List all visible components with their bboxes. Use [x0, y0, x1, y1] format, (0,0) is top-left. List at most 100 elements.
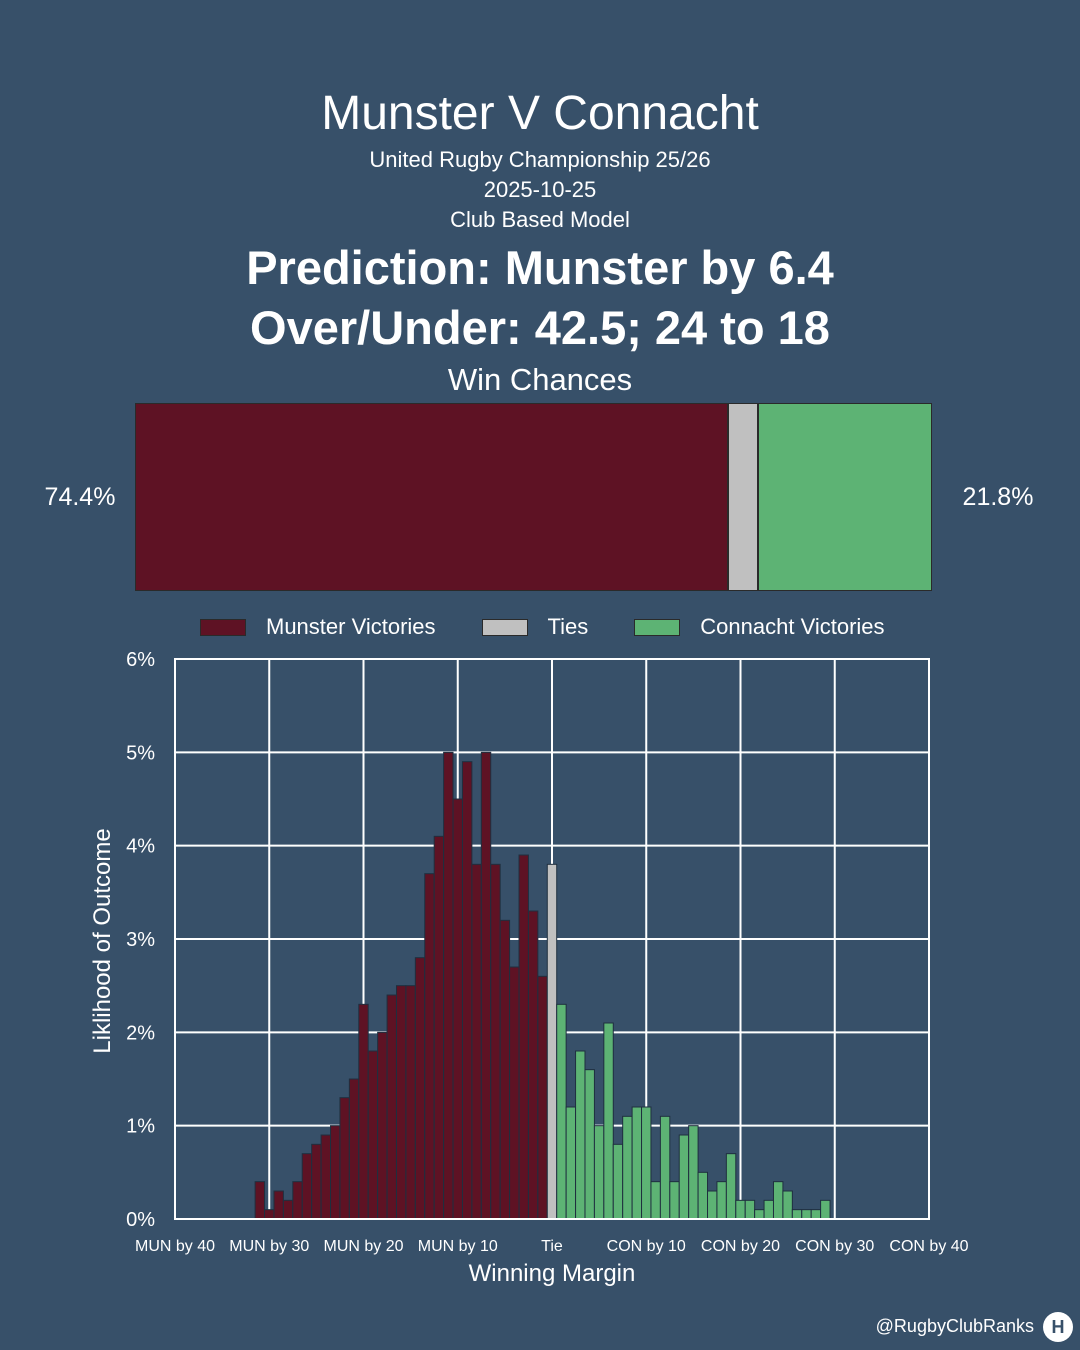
histogram-bar [603, 1022, 614, 1220]
histogram-bar [443, 751, 454, 1220]
win-chances-bar [135, 403, 932, 591]
histogram-bar [725, 1153, 737, 1220]
histogram-bar [358, 1003, 369, 1220]
histogram-bar [772, 1181, 784, 1220]
histogram-bar [575, 1050, 586, 1220]
prediction-text: Prediction: Munster by 6.4 [246, 241, 834, 294]
histogram-bar [641, 1106, 652, 1220]
histogram-bar [659, 1115, 671, 1220]
histogram-bar [669, 1181, 680, 1220]
histogram-bar [395, 985, 407, 1220]
x-tick-label: CON by 30 [795, 1238, 874, 1255]
histogram-bar [612, 1143, 624, 1220]
histogram-bar [405, 985, 416, 1220]
histogram-bar [348, 1078, 360, 1220]
histogram-bar [791, 1209, 803, 1220]
histogram-bar [782, 1190, 793, 1220]
histogram-bar [754, 1209, 765, 1220]
x-tick-label: MUN by 40 [135, 1238, 215, 1255]
y-tick-label: 0% [126, 1209, 155, 1231]
munster-win-percent: 74.4% [44, 483, 116, 511]
histogram-bar [697, 1171, 709, 1220]
histogram-bar [688, 1125, 699, 1220]
plot-frame [174, 658, 930, 1220]
histogram-bar [509, 966, 520, 1220]
legend-swatch-munster [200, 618, 246, 636]
legend-item-munster: Munster Victories [200, 614, 436, 640]
histogram-bar [810, 1209, 822, 1220]
legend-swatch-ties [481, 618, 528, 636]
histogram-bar [471, 863, 482, 1220]
histogram-bar [452, 798, 463, 1220]
over-under-text: Over/Under: 42.5; 24 to 18 [250, 301, 830, 354]
legend-swatch-connacht [634, 618, 681, 636]
histogram-bar [311, 1143, 322, 1220]
munster-win-segment [135, 403, 728, 591]
connacht-win-segment [758, 403, 932, 591]
histogram-bar [301, 1153, 313, 1220]
brand-logo-icon: H [1043, 1312, 1073, 1342]
histogram-bar [367, 1050, 379, 1220]
histogram-bar [264, 1209, 275, 1220]
histogram-bar [801, 1209, 812, 1220]
match-date: 2025-10-25 [483, 177, 597, 202]
y-tick-label: 4% [126, 836, 155, 858]
y-tick-label: 3% [126, 929, 155, 951]
histogram-bar [763, 1199, 774, 1220]
histogram-bar [650, 1181, 661, 1220]
legend-label-ties: Ties [547, 614, 589, 639]
histogram-bar [556, 1003, 567, 1220]
model-name: Club Based Model [450, 207, 630, 232]
histogram-bar [282, 1199, 294, 1220]
histogram-bar [461, 761, 473, 1220]
connacht-win-percent: 21.8% [962, 483, 1034, 511]
y-tick-label: 5% [126, 742, 155, 764]
histogram-bar [433, 835, 445, 1220]
x-tick-label: CON by 10 [607, 1238, 686, 1255]
histogram-bar [386, 994, 397, 1220]
legend-item-ties: Ties [481, 614, 589, 640]
histogram-bar [330, 1125, 341, 1220]
histogram-bar [480, 751, 492, 1220]
x-tick-label: MUN by 30 [229, 1238, 309, 1255]
twitter-handle: @RugbyClubRanks [875, 1316, 1034, 1336]
histogram-bar [716, 1181, 727, 1220]
histogram-bar [254, 1181, 266, 1220]
tie-segment [727, 403, 759, 591]
histogram-bar [631, 1106, 643, 1220]
legend-item-connacht: Connacht Victories [634, 614, 885, 640]
histogram-bar [490, 863, 501, 1220]
x-tick-label: MUN by 20 [323, 1238, 403, 1255]
legend-label-connacht: Connacht Victories [700, 614, 885, 639]
histogram-bar [339, 1097, 350, 1220]
competition-subtitle: United Rugby Championship 25/26 [369, 147, 711, 172]
histogram-bar [414, 957, 426, 1220]
histogram-bar [565, 1106, 577, 1220]
x-axis-label: Winning Margin [469, 1260, 636, 1287]
legend-label-munster: Munster Victories [266, 614, 436, 639]
histogram-bar [527, 910, 539, 1220]
histogram-bar [537, 975, 548, 1220]
histogram-bar [820, 1199, 831, 1220]
y-tick-label: 1% [126, 1116, 155, 1138]
y-axis-label: Liklihood of Outcome [89, 828, 116, 1053]
histogram-bar [546, 863, 558, 1220]
histogram-bar [744, 1199, 756, 1220]
y-tick-label: 2% [126, 1022, 155, 1044]
histogram-bar [622, 1115, 633, 1220]
x-tick-label: CON by 20 [701, 1238, 780, 1255]
histogram-bar [292, 1181, 303, 1220]
histogram-bar [273, 1190, 284, 1220]
histogram-bar [678, 1134, 690, 1220]
win-chances-label: Win Chances [447, 362, 633, 397]
histogram-bar [707, 1190, 718, 1220]
chart-title: Munster V Connacht [321, 87, 759, 140]
histogram-bar [320, 1134, 332, 1220]
histogram-bar [584, 1069, 595, 1220]
histogram-bar [499, 919, 511, 1220]
y-tick-label: 6% [126, 649, 155, 671]
x-tick-label: MUN by 10 [418, 1238, 498, 1255]
legend: Munster Victories Ties Connacht Victorie… [200, 612, 931, 642]
histogram-bar [735, 1199, 746, 1220]
